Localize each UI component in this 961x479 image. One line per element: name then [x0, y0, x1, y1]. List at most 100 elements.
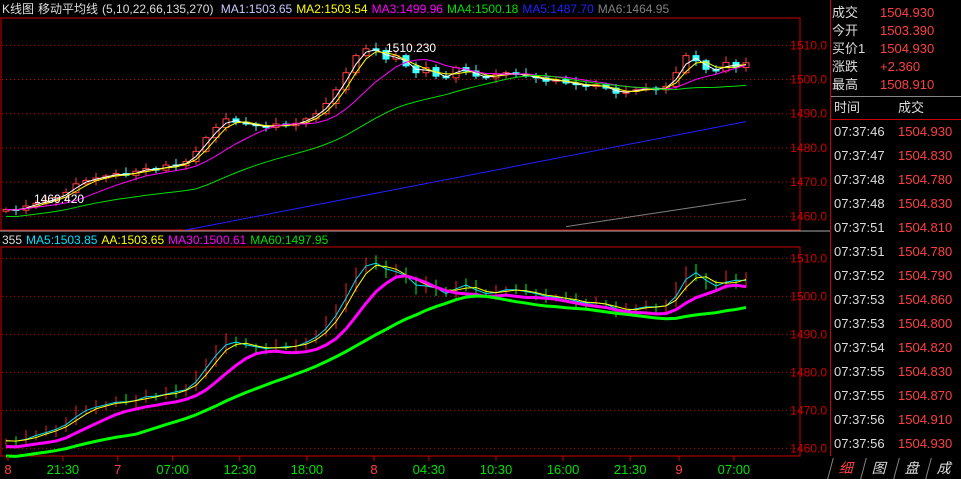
- y-tick-label: 1470.0: [790, 175, 827, 189]
- x-tick-label: 8: [4, 462, 11, 477]
- tick-price: 1504.780: [898, 172, 953, 187]
- x-tick-label: 21:30: [47, 462, 80, 477]
- sub-ma60-line: [5, 294, 747, 458]
- tick-price: 1504.910: [898, 412, 953, 427]
- x-tick-label: 21:30: [614, 462, 647, 477]
- tick-price: 1504.860: [898, 292, 953, 307]
- y-tick-label: 1480.0: [790, 365, 827, 379]
- tick-price: 1504.800: [898, 316, 953, 331]
- sub-chart-title: 355: [2, 233, 23, 247]
- y-tick-label: 1510.0: [790, 38, 827, 52]
- y-tick-label: 1460.0: [790, 441, 827, 455]
- quote-row: 成交 1504.930: [832, 4, 961, 22]
- ma4-line: [5, 74, 747, 218]
- quote-label: 涨跌: [832, 59, 859, 74]
- tick-time: 07:37:53: [834, 316, 885, 331]
- tick-time: 07:37:51: [834, 244, 885, 259]
- y-tick-label: 1500.0: [790, 289, 827, 303]
- tick-time: 07:37:55: [834, 364, 885, 379]
- tick-row: 07:37:52 1504.790: [831, 264, 961, 288]
- tick-row: 07:37:48 1504.780: [831, 168, 961, 192]
- tick-time: 07:37:53: [834, 292, 885, 307]
- tick-row: 07:37:53 1504.800: [831, 312, 961, 336]
- ma-legend-5: MA5:1487.70: [522, 2, 594, 16]
- top-legend: K线图 移动平均线 (5,10,22,66,135,270) MA1:1503.65…: [2, 1, 677, 17]
- quote-row: 今开 1503.390: [832, 22, 961, 40]
- ticks-header-time: 时间: [834, 100, 861, 115]
- tick-row: 07:37:55 1504.870: [831, 384, 961, 408]
- ma5-line: [185, 121, 747, 231]
- ma1-line: [5, 49, 747, 211]
- quote-value: +2.360: [880, 59, 921, 74]
- indicator-params: (5,10,22,66,135,270): [102, 2, 214, 16]
- ma2-line: [5, 51, 747, 211]
- y-tick-label: 1480.0: [790, 141, 827, 155]
- y-tick-label: 1460.0: [790, 209, 827, 223]
- tick-row: 07:37:56 1504.910: [831, 408, 961, 432]
- tick-time: 07:37:48: [834, 172, 885, 187]
- tick-time: 07:37:52: [834, 268, 885, 283]
- ma3-line: [5, 58, 747, 211]
- bottom-legend: 355 MA5:1503.85 AA:1503.65 MA30:1500.61 MA60…: [2, 232, 336, 248]
- quote-label: 今开: [832, 23, 859, 38]
- sub-ma-legend-2: AA:1503.65: [101, 233, 165, 247]
- tick-time: 07:37:56: [834, 412, 885, 427]
- sub-ma-legend-4: MA60:1497.95: [250, 233, 329, 247]
- sub-ma30-line: [5, 274, 747, 449]
- tick-time: 07:37:55: [834, 388, 885, 403]
- tick-row: 07:37:53 1504.860: [831, 288, 961, 312]
- tick-price: 1504.790: [898, 268, 953, 283]
- tick-row: 07:37:48 1504.830: [831, 192, 961, 216]
- tick-row: 07:37:55 1504.830: [831, 360, 961, 384]
- chart-title: K线图: [2, 2, 35, 16]
- quote-label: 买价1: [832, 41, 866, 56]
- tick-price: 1504.930: [898, 436, 953, 451]
- sub-aa-line: [5, 264, 747, 442]
- tick-price: 1504.810: [898, 220, 953, 235]
- x-tick-label: 04:30: [413, 462, 446, 477]
- tick-row: 07:37:54 1504.820: [831, 336, 961, 360]
- ma-legend-2: MA2:1503.54: [296, 2, 368, 16]
- quote-row: 最高 1508.910: [832, 76, 961, 94]
- x-tick-label: 10:30: [480, 462, 513, 477]
- y-tick-label: 1490.0: [790, 327, 827, 341]
- ma-legend-1: MA1:1503.65: [220, 2, 293, 16]
- ticks-header-price: 成交: [898, 100, 925, 115]
- ma-legend-6: MA6:1464.95: [597, 2, 670, 16]
- quote-row: 涨跌 +2.360: [832, 58, 961, 76]
- tab-1[interactable]: 图: [859, 458, 899, 479]
- tick-time: 07:37:46: [834, 124, 885, 139]
- quote-label: 最高: [832, 77, 859, 92]
- y-tick-label: 1470.0: [790, 403, 827, 417]
- tick-row: 07:37:51 1504.810: [831, 216, 961, 240]
- sub-ma-legend-group: MA5:1503.85 AA:1503.65 MA30:1500.61 MA60:14…: [26, 233, 332, 247]
- main-panel-frame: [0, 17, 801, 231]
- y-tick-label: 1490.0: [790, 107, 827, 121]
- x-tick-label: 07:00: [156, 462, 189, 477]
- tick-row: 07:37:47 1504.830: [831, 144, 961, 168]
- x-tick-label: 18:00: [291, 462, 324, 477]
- tick-time: 07:37:48: [834, 196, 885, 211]
- tick-row: 07:37:56 1504.930: [831, 432, 961, 456]
- tick-time: 07:37:56: [834, 436, 885, 451]
- ma-legend-4: MA4:1500.18: [446, 2, 519, 16]
- tick-price: 1504.830: [898, 148, 953, 163]
- x-tick-label: 16:00: [547, 462, 580, 477]
- x-tick-label: 8: [370, 462, 377, 477]
- x-tick-label: 7: [114, 462, 121, 477]
- sub-ma-legend-3: MA30:1500.61: [168, 233, 247, 247]
- quote-value: 1503.390: [880, 23, 935, 38]
- tick-list[interactable]: 07:37:46 1504.930 07:37:47 1504.830 07:37:48…: [831, 119, 961, 456]
- tab-3[interactable]: 成: [925, 458, 961, 479]
- y-tick-label: 1510.0: [790, 251, 827, 265]
- quote-row: 买价1 1504.930: [832, 40, 961, 58]
- tick-time: 07:37:47: [834, 148, 885, 163]
- ma-legend-3: MA3:1499.96: [371, 2, 443, 16]
- kline-chart[interactable]: 1510.0 1500.0 1490.0 1480.0 1470.0 1460.0 1510…: [0, 0, 830, 479]
- quote-value: 1504.930: [880, 5, 935, 20]
- indicator-name[interactable]: 移动平均线: [38, 2, 99, 16]
- quote-value: 1508.910: [880, 77, 935, 92]
- y-tick-label: 1500.0: [790, 73, 827, 87]
- tick-price: 1504.870: [898, 388, 953, 403]
- high-annotation: 1510.230: [386, 41, 437, 55]
